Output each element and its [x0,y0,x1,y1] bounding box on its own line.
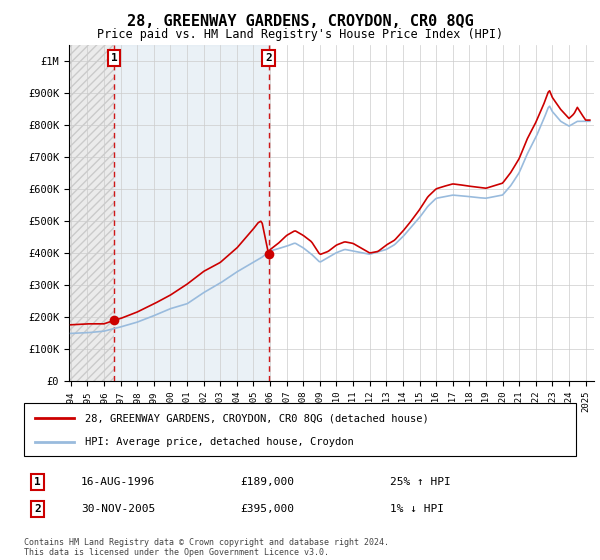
Text: 16-AUG-1996: 16-AUG-1996 [81,478,155,487]
Text: HPI: Average price, detached house, Croydon: HPI: Average price, detached house, Croy… [85,436,353,446]
Text: 28, GREENWAY GARDENS, CROYDON, CR0 8QG: 28, GREENWAY GARDENS, CROYDON, CR0 8QG [127,14,473,29]
Text: 28, GREENWAY GARDENS, CROYDON, CR0 8QG (detached house): 28, GREENWAY GARDENS, CROYDON, CR0 8QG (… [85,413,428,423]
Text: 1: 1 [111,53,118,63]
Bar [69,45,114,381]
Text: £189,000: £189,000 [240,478,294,487]
Text: 1: 1 [34,477,41,487]
Text: 1% ↓ HPI: 1% ↓ HPI [390,504,444,514]
Bar [114,45,269,381]
Text: 25% ↑ HPI: 25% ↑ HPI [390,478,451,487]
Text: Contains HM Land Registry data © Crown copyright and database right 2024.
This d: Contains HM Land Registry data © Crown c… [24,538,389,557]
Text: 2: 2 [265,53,272,63]
Text: £395,000: £395,000 [240,504,294,514]
Text: 2: 2 [34,504,41,514]
Text: 30-NOV-2005: 30-NOV-2005 [81,504,155,514]
FancyBboxPatch shape [24,403,576,456]
Bar [69,45,114,381]
Text: Price paid vs. HM Land Registry's House Price Index (HPI): Price paid vs. HM Land Registry's House … [97,28,503,41]
